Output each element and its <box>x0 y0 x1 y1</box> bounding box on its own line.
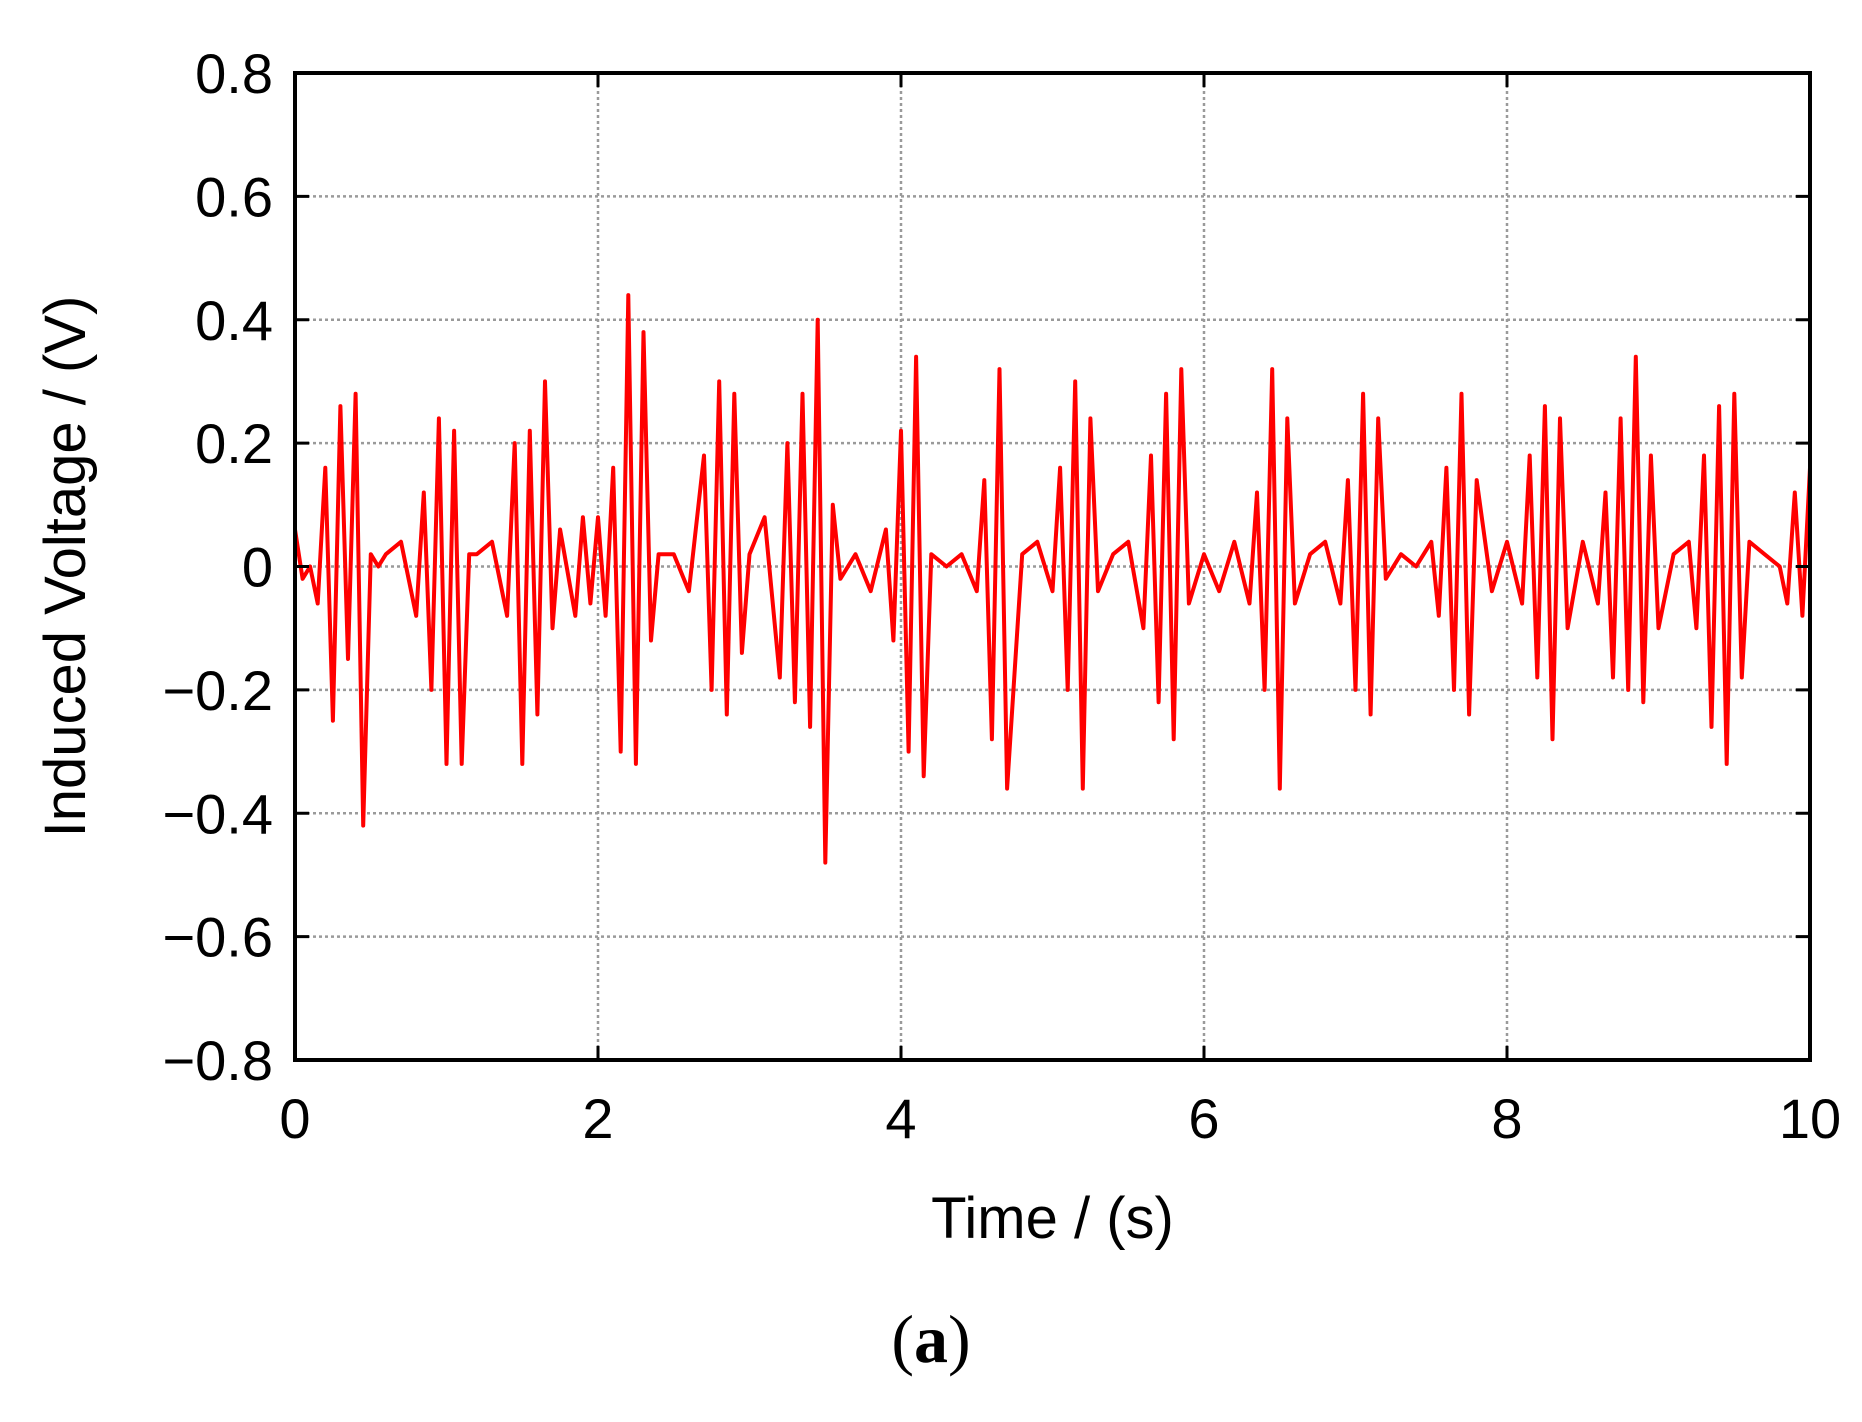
x-axis-label: Time / (s) <box>931 1186 1174 1251</box>
y-tick-label: 0.6 <box>195 165 273 228</box>
y-tick-label: 0.4 <box>195 289 273 352</box>
y-tick-label: −0.8 <box>162 1029 273 1092</box>
series-line-0 <box>293 293 1812 865</box>
y-axis-label: Induced Voltage / (V) <box>33 296 98 838</box>
y-tick-label: 0.2 <box>195 412 273 475</box>
series-layer <box>293 293 1812 865</box>
y-tick-label: −0.6 <box>162 906 273 969</box>
ticks <box>293 71 1812 1062</box>
y-tick-label: 0 <box>242 536 273 599</box>
x-tick-label: 0 <box>279 1087 310 1150</box>
x-tick-label: 6 <box>1188 1087 1219 1150</box>
x-tick-label: 10 <box>1779 1087 1841 1150</box>
y-tick-label: −0.4 <box>162 782 273 845</box>
x-tick-label: 8 <box>1491 1087 1522 1150</box>
y-tick-label: −0.2 <box>162 659 273 722</box>
panel-label-letter: a <box>914 1301 948 1377</box>
x-tick-label: 4 <box>885 1087 916 1150</box>
tick-labels: 0 2 4 6 8 10 0.8 0.6 0.4 0.2 0 −0.2 −0.4 −0.6 −0.8 <box>162 42 1841 1150</box>
x-tick-label: 2 <box>582 1087 613 1150</box>
y-tick-label: 0.8 <box>195 42 273 105</box>
panel-label: (a) <box>891 1301 971 1377</box>
